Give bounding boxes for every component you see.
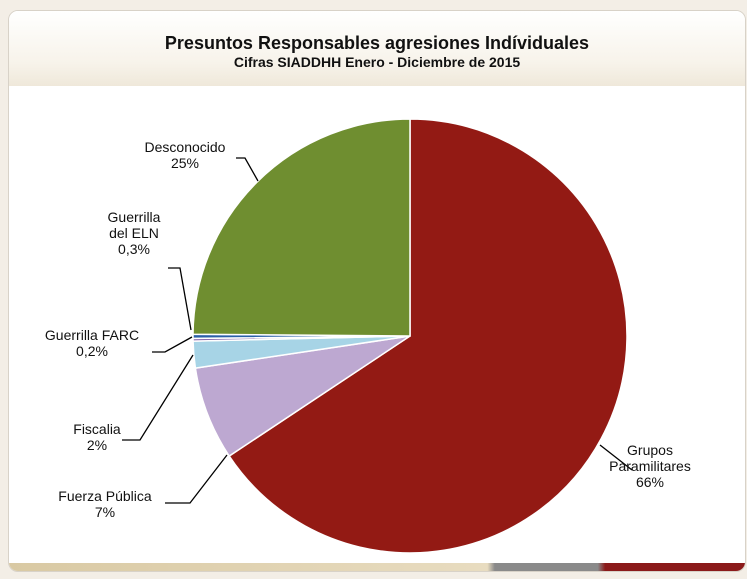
slice-name: Paramilitares <box>609 458 691 474</box>
leader-line <box>168 267 192 331</box>
slice-name: Guerrilla FARC <box>45 327 139 343</box>
slice-percent: 0,2% <box>76 343 108 359</box>
slice-label: Guerrilla FARC 0,2% <box>45 327 139 359</box>
leader-line <box>236 157 259 182</box>
chart-title: Presuntos Responsables agresiones Indívi… <box>164 33 590 53</box>
slice-label: Desconocido 25% <box>145 139 226 171</box>
slice-percent: 7% <box>95 504 115 520</box>
chart-subtitle: Cifras SIADDHH Enero - Diciembre de 2015 <box>233 54 521 70</box>
slice-label: Grupos Paramilitares 66% <box>609 442 691 490</box>
slice-name: Guerrilla <box>108 209 161 225</box>
leader-line <box>152 336 193 353</box>
leader-line <box>165 454 228 504</box>
slice-percent: 2% <box>87 437 107 453</box>
title-band <box>9 11 745 86</box>
slice-label: Guerrilla del ELN 0,3% <box>108 209 161 257</box>
slice-percent: 66% <box>636 474 664 490</box>
slice-label: Fuerza Pública 7% <box>58 488 152 520</box>
slice-name: Fiscalia <box>73 421 121 437</box>
bottom-decor-bar <box>9 563 745 571</box>
pie-slice <box>228 118 628 554</box>
leader-line <box>599 444 633 471</box>
slice-name: Fuerza Pública <box>58 488 152 504</box>
slice-name: Desconocido <box>145 139 226 155</box>
slice-label: Fiscalia 2% <box>73 421 121 453</box>
pie-slice <box>192 118 411 337</box>
slice-percent: 0,3% <box>118 241 150 257</box>
leader-line <box>122 354 194 441</box>
slice-name: del ELN <box>109 225 159 241</box>
slice-percent: 25% <box>171 155 199 171</box>
slice-name: Grupos <box>627 442 673 458</box>
